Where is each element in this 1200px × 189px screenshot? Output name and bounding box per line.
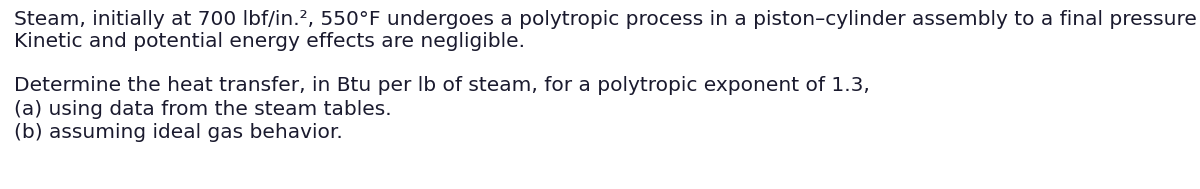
Text: Determine the heat transfer, in Btu per lb of steam, for a polytropic exponent o: Determine the heat transfer, in Btu per …: [14, 76, 870, 95]
Text: (b) assuming ideal gas behavior.: (b) assuming ideal gas behavior.: [14, 123, 343, 142]
Text: (a) using data from the steam tables.: (a) using data from the steam tables.: [14, 100, 391, 119]
Text: Kinetic and potential energy effects are negligible.: Kinetic and potential energy effects are…: [14, 32, 526, 51]
Text: Steam, initially at 700 lbf/in.², 550°F undergoes a polytropic process in a pist: Steam, initially at 700 lbf/in.², 550°F …: [14, 10, 1200, 29]
